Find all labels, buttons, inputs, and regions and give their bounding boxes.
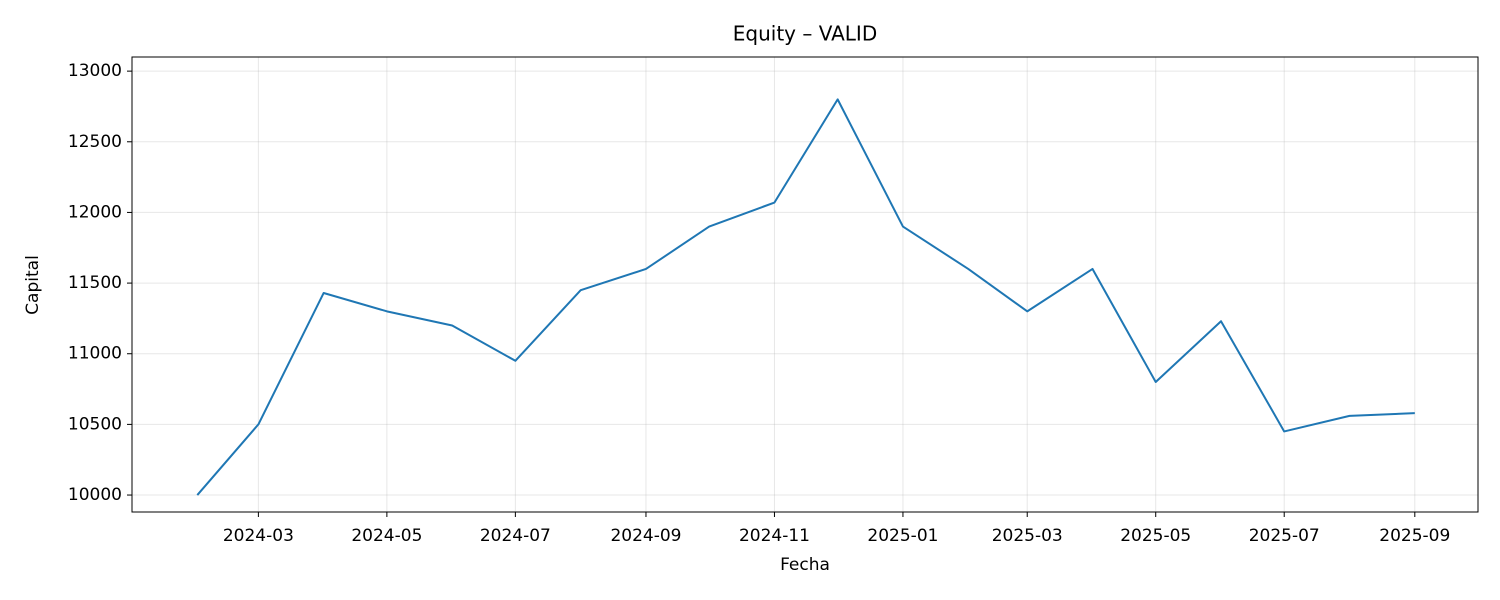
x-tick-label: 2025-03 xyxy=(992,526,1063,546)
y-tick-label: 10000 xyxy=(68,485,122,505)
y-axis-label: Capital xyxy=(23,255,43,315)
plot-frame xyxy=(131,56,1479,513)
x-axis-label: Fecha xyxy=(780,555,830,575)
x-tick-label: 2024-07 xyxy=(480,526,551,546)
x-tick-label: 2025-09 xyxy=(1379,526,1450,546)
y-tick-label: 12000 xyxy=(68,202,122,222)
x-tick-label: 2024-11 xyxy=(739,526,810,546)
y-tick-label: 12500 xyxy=(68,132,122,152)
y-tick-label: 13000 xyxy=(68,61,122,81)
chart-title: Equity – VALID xyxy=(733,22,877,46)
y-tick-label: 11000 xyxy=(68,344,122,364)
y-tick-label: 10500 xyxy=(68,414,122,434)
equity-line xyxy=(196,98,1415,496)
x-tick-label: 2025-01 xyxy=(867,526,938,546)
x-tick-label: 2024-09 xyxy=(610,526,681,546)
x-tick-label: 2025-05 xyxy=(1120,526,1191,546)
x-tick-label: 2025-07 xyxy=(1249,526,1320,546)
x-tick-label: 2024-05 xyxy=(351,526,422,546)
x-tick-label: 2024-03 xyxy=(223,526,294,546)
y-tick-label: 11500 xyxy=(68,273,122,293)
